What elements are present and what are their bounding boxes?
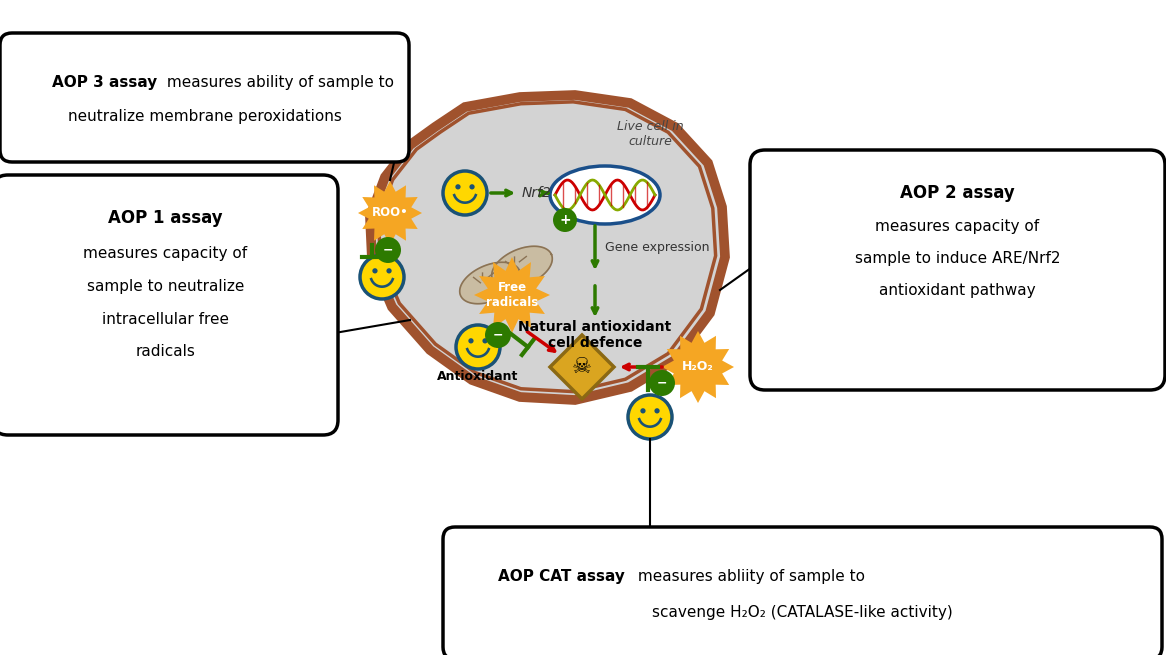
Circle shape bbox=[375, 237, 401, 263]
Text: ROO•: ROO• bbox=[372, 206, 408, 219]
Circle shape bbox=[470, 184, 475, 189]
Text: H₂O₂: H₂O₂ bbox=[682, 360, 714, 373]
Text: Free
radicals: Free radicals bbox=[486, 281, 539, 309]
Text: intracellular free: intracellular free bbox=[101, 312, 229, 326]
FancyBboxPatch shape bbox=[0, 33, 409, 162]
Circle shape bbox=[654, 408, 660, 413]
Text: antioxidant pathway: antioxidant pathway bbox=[879, 282, 1035, 297]
Text: measures capacity of: measures capacity of bbox=[84, 246, 247, 261]
Polygon shape bbox=[475, 257, 550, 333]
Text: AOP CAT assay: AOP CAT assay bbox=[498, 569, 625, 584]
Text: Antioxidant: Antioxidant bbox=[437, 371, 519, 383]
Circle shape bbox=[485, 322, 511, 348]
Circle shape bbox=[372, 268, 378, 274]
Circle shape bbox=[649, 370, 675, 396]
Circle shape bbox=[360, 255, 403, 299]
Polygon shape bbox=[492, 246, 553, 288]
Text: AOP 1 assay: AOP 1 assay bbox=[108, 209, 223, 227]
Circle shape bbox=[455, 184, 461, 189]
Text: sample to induce ARE/Nrf2: sample to induce ARE/Nrf2 bbox=[855, 250, 1060, 265]
Text: −: − bbox=[382, 244, 393, 257]
Text: Natural antioxidant
cell defence: Natural antioxidant cell defence bbox=[519, 320, 672, 350]
Polygon shape bbox=[358, 181, 422, 245]
Circle shape bbox=[386, 268, 392, 274]
Circle shape bbox=[469, 338, 473, 343]
Circle shape bbox=[456, 325, 500, 369]
Text: measures ability of sample to: measures ability of sample to bbox=[162, 75, 394, 90]
Text: −: − bbox=[656, 377, 667, 390]
Circle shape bbox=[443, 171, 487, 215]
Circle shape bbox=[640, 408, 646, 413]
FancyBboxPatch shape bbox=[443, 527, 1163, 655]
Text: scavenge H₂O₂ (CATALASE-like activity): scavenge H₂O₂ (CATALASE-like activity) bbox=[652, 605, 953, 620]
Ellipse shape bbox=[550, 166, 660, 224]
Text: Live cell in
culture: Live cell in culture bbox=[617, 120, 683, 148]
Text: AOP 3 assay: AOP 3 assay bbox=[52, 75, 157, 90]
Text: ☠: ☠ bbox=[573, 357, 592, 377]
Polygon shape bbox=[662, 331, 735, 403]
Text: measures capacity of: measures capacity of bbox=[876, 219, 1040, 234]
Circle shape bbox=[628, 395, 672, 439]
Text: neutralize membrane peroxidations: neutralize membrane peroxidations bbox=[68, 109, 342, 124]
FancyBboxPatch shape bbox=[750, 150, 1165, 390]
Circle shape bbox=[483, 338, 487, 343]
Text: Gene expression: Gene expression bbox=[605, 240, 709, 253]
Polygon shape bbox=[370, 95, 725, 400]
Text: Nrf2: Nrf2 bbox=[522, 186, 552, 200]
Circle shape bbox=[553, 208, 577, 232]
Text: −: − bbox=[493, 329, 504, 341]
Text: radicals: radicals bbox=[135, 345, 196, 360]
FancyBboxPatch shape bbox=[0, 175, 338, 435]
Text: AOP 2 assay: AOP 2 assay bbox=[900, 184, 1014, 202]
Text: +: + bbox=[560, 213, 571, 227]
Polygon shape bbox=[550, 335, 614, 399]
Polygon shape bbox=[459, 262, 520, 304]
Text: sample to neutralize: sample to neutralize bbox=[86, 278, 244, 293]
Text: measures abliity of sample to: measures abliity of sample to bbox=[633, 569, 865, 584]
